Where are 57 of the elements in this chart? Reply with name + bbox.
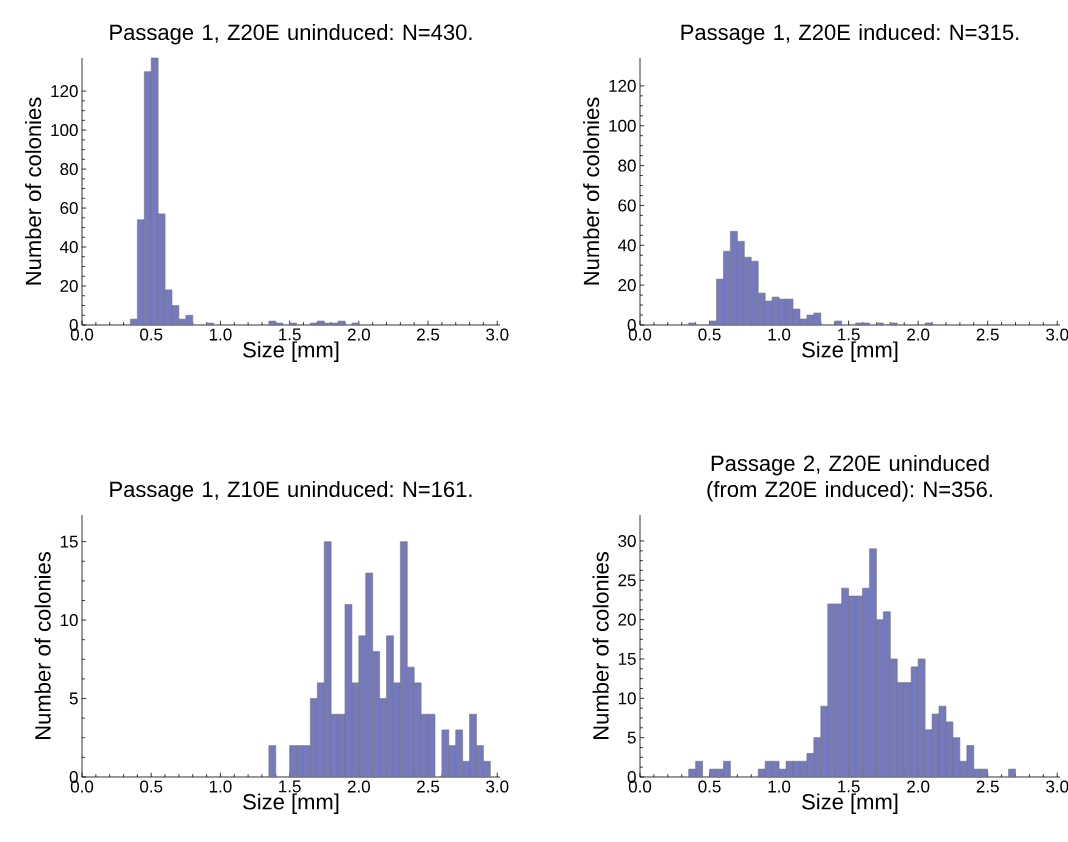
- y-tick-label: 40: [617, 239, 636, 252]
- y-tick-label: 5: [69, 692, 78, 705]
- y-tick-label: 80: [618, 159, 636, 172]
- chart-title: Passage 1, Z20E uninduced: N=430.: [110, 23, 472, 45]
- x-tick-label: 0.5: [698, 328, 721, 341]
- y-tick-label: 60: [618, 199, 636, 212]
- x-tick-label: 2.0: [347, 780, 370, 793]
- x-tick-label: 3.0: [486, 328, 509, 341]
- x-tick-label: 1.5: [838, 328, 860, 341]
- x-tick-label: 0.5: [140, 780, 163, 793]
- y-tick-label: 10: [618, 692, 636, 705]
- x-axis-title: Size [mm]: [243, 341, 339, 362]
- x-tick-label: 1.5: [279, 328, 301, 341]
- x-tick-label: 0.5: [698, 780, 721, 793]
- y-axis-title: Number of colonies: [25, 97, 42, 285]
- chart-title: Passage 2, Z20E uninduced (from Z20E induced): N=356.: [707, 454, 992, 502]
- x-tick-label: 1.0: [209, 780, 232, 793]
- y-axis-title: Number of colonies: [34, 552, 51, 739]
- x-tick-label: 2.5: [976, 328, 999, 341]
- x-tick-label: 3.0: [1046, 780, 1068, 793]
- x-tick-label: 1.0: [209, 328, 232, 341]
- x-tick-label: 0.5: [140, 328, 163, 341]
- y-tick-label: 5: [627, 731, 636, 744]
- y-tick-label: 100: [609, 119, 636, 132]
- x-tick-label: 1.0: [768, 328, 791, 341]
- y-tick-label: 40: [59, 241, 78, 254]
- x-tick-label: 1.5: [279, 780, 301, 793]
- y-tick-label: 10: [60, 614, 78, 627]
- x-tick-label: 3.0: [1046, 328, 1068, 341]
- x-tick-label: 3.0: [486, 780, 509, 793]
- y-tick-label: 30: [618, 534, 636, 547]
- x-tick-label: 2.0: [907, 780, 930, 793]
- chart-title: Passage 1, Z20E induced: N=315.: [681, 23, 1019, 45]
- x-axis-title: Size [mm]: [243, 793, 339, 814]
- y-tick-label: 80: [60, 163, 78, 176]
- y-tick-label: 20: [618, 279, 636, 292]
- y-axis-title: Number of colonies: [592, 552, 609, 739]
- x-tick-label: 1.5: [838, 780, 860, 793]
- chart-title: Passage 1, Z10E uninduced: N=161.: [110, 480, 472, 502]
- x-tick-label: 1.0: [768, 780, 791, 793]
- x-tick-label: 2.5: [976, 780, 999, 793]
- y-tick-label: 20: [618, 613, 636, 626]
- y-tick-label: 100: [51, 124, 78, 137]
- y-tick-label: 120: [609, 79, 636, 92]
- y-tick-label: 15: [618, 653, 636, 665]
- x-tick-label: 2.0: [347, 328, 370, 341]
- y-tick-label: 25: [618, 574, 636, 587]
- x-tick-label: 2.0: [907, 328, 930, 341]
- y-tick-label: 20: [60, 279, 78, 293]
- x-axis-title: Size [mm]: [802, 341, 898, 362]
- y-tick-label: 60: [60, 202, 78, 215]
- x-tick-label: 2.5: [417, 780, 440, 793]
- y-axis-title: Number of colonies: [583, 97, 600, 285]
- y-tick-label: 15: [60, 535, 78, 548]
- x-tick-label: 2.5: [417, 328, 440, 341]
- x-axis-title: Size [mm]: [802, 793, 898, 814]
- y-tick-label: 120: [51, 85, 78, 98]
